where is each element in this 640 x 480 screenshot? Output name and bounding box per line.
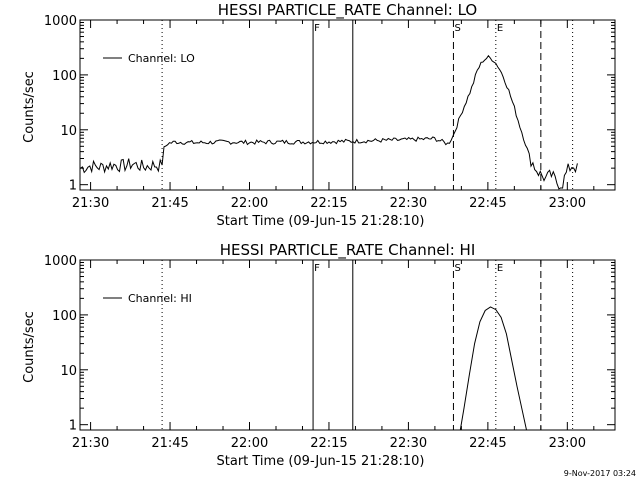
lo-y-axis-label: Counts/sec [22,71,37,143]
lo-x-tick-label: 22:00 [231,196,268,211]
hi-marker-label: F [314,263,320,274]
hi-marker-label: S [454,263,460,274]
hi-x-tick-label: 22:00 [231,436,268,451]
lo-channel-panel: HESSI PARTICLE_RATE Channel: LO 21:30 21:… [22,1,616,229]
lo-plot-marks: 21:30 21:45 22:00 22:15 22:30 22:45 23:00 1 10 10… [44,14,616,211]
lo-y-tick-label: 1000 [44,14,77,29]
lo-legend-label: Channel: LO [128,52,195,65]
lo-x-tick-label: 22:30 [390,196,427,211]
hi-y-tick-label: 10 [60,364,77,379]
lo-series-line [80,54,578,190]
hi-plot-marks: 21:30 21:45 22:00 22:15 22:30 22:45 23:00 1 10 10… [44,254,616,451]
hi-x-tick-label: 21:45 [151,436,188,451]
hi-legend-label: Channel: HI [128,292,192,305]
hi-y-tick-label: 100 [52,309,77,324]
hi-legend: Channel: HI [103,292,192,305]
hi-x-tick-label: 22:30 [390,436,427,451]
lo-y-tick-label: 1 [69,179,77,194]
hi-y-axis-label: Counts/sec [22,311,37,383]
hi-x-tick-label: 22:45 [469,436,506,451]
lo-x-tick-label: 21:30 [72,196,109,211]
lo-plot-frame [79,19,616,191]
lo-marker-label: F [314,23,320,34]
lo-y-tick-label: 10 [60,124,77,139]
hi-series-line [459,306,527,431]
lo-x-axis-label: Start Time (09-Jun-15 21:28:10) [217,214,425,229]
lo-x-tick-label: 22:15 [310,196,347,211]
lo-panel-title: HESSI PARTICLE_RATE Channel: LO [218,1,477,20]
hi-x-tick-label: 22:15 [310,436,347,451]
hi-marker-label: E [497,263,503,274]
hi-x-tick-label: 23:00 [549,436,586,451]
date-stamp: 9-Nov-2017 03:24 [564,469,636,478]
lo-y-tick-label: 100 [52,69,77,84]
hi-x-axis-label: Start Time (09-Jun-15 21:28:10) [217,454,425,469]
lo-x-tick-label: 23:00 [549,196,586,211]
hi-y-tick-label: 1 [69,419,77,434]
lo-legend: Channel: LO [103,52,195,65]
hi-panel-title: HESSI PARTICLE_RATE Channel: HI [220,241,476,260]
hi-y-tick-label: 1000 [44,254,77,269]
lo-marker-label: S [454,23,460,34]
lo-marker-label: E [497,23,503,34]
hi-plot-frame [79,259,616,431]
lo-x-tick-label: 22:45 [469,196,506,211]
hi-x-tick-label: 21:30 [72,436,109,451]
hi-channel-panel: HESSI PARTICLE_RATE Channel: HI 21:30 21:… [22,241,616,469]
lo-x-tick-label: 21:45 [151,196,188,211]
